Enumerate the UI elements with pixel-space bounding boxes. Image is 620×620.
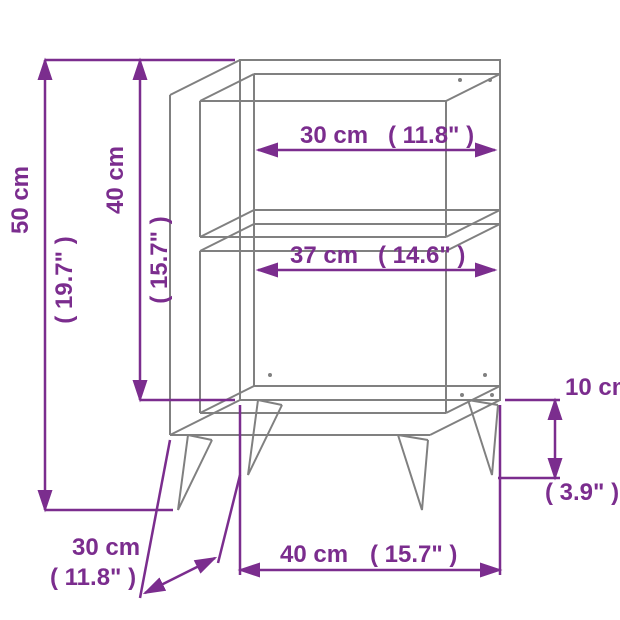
svg-text:( 14.6" ): ( 14.6" ) bbox=[378, 242, 465, 269]
dim-depth: 30 cm ( 11.8" ) bbox=[50, 440, 240, 598]
svg-text:37 cm: 37 cm bbox=[290, 242, 358, 269]
leg-front-left bbox=[248, 400, 282, 475]
dim-inner-top: 30 cm ( 11.8" ) bbox=[258, 122, 495, 150]
leg-back-left bbox=[178, 435, 212, 510]
dim-inner-bottom: 37 cm ( 14.6" ) bbox=[258, 242, 495, 270]
svg-text:50 cm: 50 cm bbox=[7, 166, 34, 234]
leg-back-right bbox=[398, 435, 428, 510]
svg-text:( 19.7" ): ( 19.7" ) bbox=[51, 236, 78, 323]
svg-text:( 15.7" ): ( 15.7" ) bbox=[370, 541, 457, 568]
leg-front-right bbox=[468, 400, 498, 475]
svg-text:( 11.8" ): ( 11.8" ) bbox=[50, 564, 136, 591]
svg-text:40 cm: 40 cm bbox=[102, 146, 129, 214]
dim-leg-height: 10 cm ( 3.9" ) bbox=[498, 374, 620, 506]
svg-text:( 11.8" ): ( 11.8" ) bbox=[388, 122, 474, 149]
svg-text:( 15.7" ): ( 15.7" ) bbox=[146, 216, 173, 303]
svg-text:30 cm: 30 cm bbox=[300, 122, 368, 149]
svg-text:40 cm: 40 cm bbox=[280, 541, 348, 568]
svg-text:30 cm: 30 cm bbox=[72, 534, 140, 561]
svg-text:( 3.9" ): ( 3.9" ) bbox=[545, 479, 619, 506]
dim-width: 40 cm ( 15.7" ) bbox=[240, 405, 500, 575]
svg-text:10 cm: 10 cm bbox=[565, 374, 620, 401]
dimension-diagram: 50 cm ( 19.7" ) 40 cm ( 15.7" ) 30 cm ( … bbox=[0, 0, 620, 620]
